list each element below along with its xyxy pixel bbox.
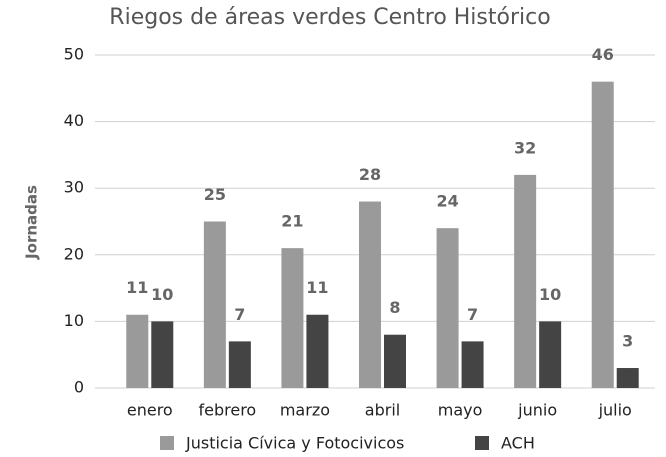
data-label: 3 <box>622 332 633 351</box>
y-tick-label: 10 <box>64 311 84 330</box>
bar <box>281 248 304 388</box>
legend-swatch <box>475 436 489 450</box>
data-label: 28 <box>359 165 381 184</box>
data-label: 46 <box>592 45 614 64</box>
data-label: 32 <box>514 138 536 157</box>
data-label: 24 <box>436 192 458 211</box>
data-label: 7 <box>467 305 478 324</box>
bar <box>384 334 406 388</box>
bar <box>126 314 149 388</box>
bar <box>151 321 174 388</box>
data-label: 10 <box>151 285 173 304</box>
x-tick-label: marzo <box>280 401 330 420</box>
y-tick-label: 30 <box>64 178 84 197</box>
x-tick-label: julio <box>598 401 632 420</box>
y-tick-label: 0 <box>74 378 84 397</box>
bar <box>461 341 484 388</box>
bar <box>203 221 226 388</box>
bar <box>616 368 639 388</box>
legend-label: Justicia Cívica y Fotocivicos <box>185 434 404 453</box>
data-label: 11 <box>126 278 148 297</box>
bar <box>359 201 381 388</box>
bar <box>436 228 459 388</box>
x-tick-label: enero <box>127 401 173 420</box>
data-label: 7 <box>234 305 245 324</box>
data-label: 10 <box>539 285 561 304</box>
data-label: 11 <box>306 278 328 297</box>
bar <box>306 314 329 388</box>
bar <box>228 341 251 388</box>
legend-label: ACH <box>501 434 535 453</box>
chart-title: Riegos de áreas verdes Centro Histórico <box>109 5 550 30</box>
x-tick-label: febrero <box>198 401 256 420</box>
x-tick-label: junio <box>517 401 557 420</box>
data-label: 8 <box>389 298 400 317</box>
data-label: 25 <box>204 185 226 204</box>
legend-swatch <box>160 436 174 450</box>
bar <box>591 81 614 388</box>
y-tick-label: 50 <box>64 45 84 64</box>
y-tick-label: 20 <box>64 244 84 263</box>
bar <box>539 321 562 388</box>
y-tick-label: 40 <box>64 111 84 130</box>
x-tick-label: abril <box>365 401 400 420</box>
x-tick-label: mayo <box>438 401 483 420</box>
y-axis-label: Jornadas <box>23 185 41 260</box>
bar <box>514 174 537 388</box>
data-label: 21 <box>281 212 303 231</box>
